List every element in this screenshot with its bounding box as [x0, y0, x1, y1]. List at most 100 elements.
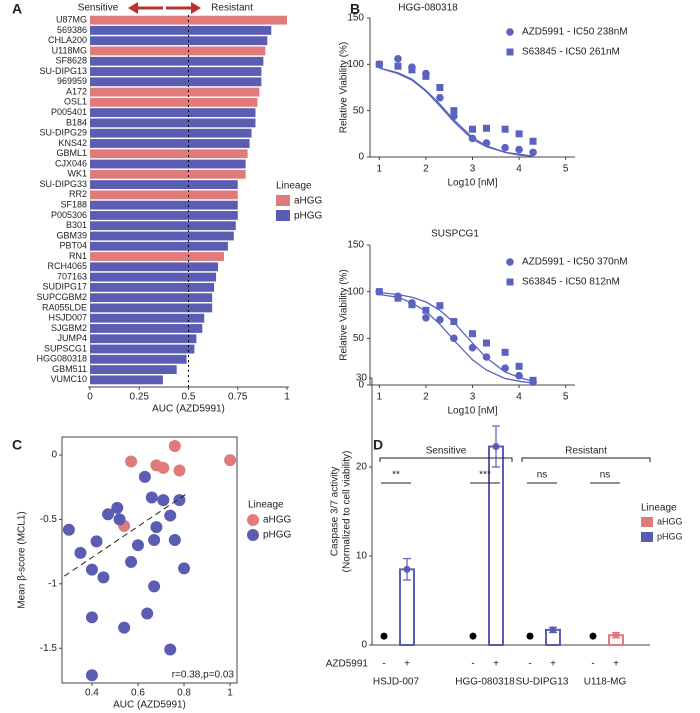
y-tick-label: 100 [347, 59, 364, 70]
y-tick-label: 50 [353, 333, 365, 344]
point [85, 611, 98, 624]
bar [90, 139, 250, 148]
bar [90, 67, 262, 76]
category-label: CJX046 [55, 158, 87, 168]
y-tick-label: 10 [356, 551, 368, 562]
legend-label: pHGG [263, 530, 292, 541]
y-tick-label: -0.5 [40, 514, 58, 525]
category-label: SUDIPG17 [42, 282, 87, 292]
category-label: OSL1 [64, 97, 87, 107]
legend-title: Lineage [248, 500, 284, 511]
treated-bar [488, 445, 504, 646]
treatment-level: + [613, 659, 619, 670]
point [168, 534, 181, 547]
group-label: HSJD-007 [373, 677, 420, 688]
significance: *** [479, 470, 491, 481]
bar [90, 56, 264, 66]
marker [469, 125, 476, 133]
y-tick-label: 0 [358, 380, 364, 391]
bar [90, 365, 177, 375]
treatment-label: AZD5991 [326, 659, 369, 670]
marker [450, 107, 458, 115]
bar [90, 221, 236, 231]
bracket [521, 457, 651, 462]
x-tick-label: 0.5 [182, 392, 196, 403]
panel-label: B [350, 1, 360, 17]
control-point [589, 632, 597, 640]
category-label: B184 [66, 117, 87, 127]
category-label: RA055LDE [42, 302, 87, 312]
marker [436, 315, 444, 324]
marker [515, 362, 523, 370]
treatment-level: - [382, 659, 385, 670]
point [113, 513, 126, 526]
treated-point [549, 626, 557, 634]
category-label: SU-DIPG33 [39, 179, 87, 189]
trendline [64, 491, 189, 577]
panel-label: A [12, 1, 22, 17]
y-tick-label: 100 [347, 286, 364, 297]
bar [90, 303, 213, 313]
category-label: PBT04 [59, 241, 87, 251]
marker [394, 62, 402, 70]
point [141, 607, 154, 620]
point [85, 669, 98, 682]
legend-label: aHGG [263, 515, 292, 526]
annotation: Resistant [211, 3, 253, 14]
control-point [380, 632, 388, 640]
bar [90, 159, 246, 169]
y-tick-label: 30 [356, 373, 368, 384]
bracket [379, 457, 513, 462]
bar [90, 200, 238, 210]
legend-marker [247, 529, 259, 541]
bar [90, 169, 246, 179]
category-label: RN1 [69, 251, 87, 261]
category-label: SF8628 [55, 56, 87, 66]
legend-marker [506, 258, 514, 266]
x-tick-label: 3 [470, 164, 476, 175]
chart-title: HGG-080318 [398, 3, 458, 14]
treated-point [492, 443, 500, 451]
category-label: VUMC10 [50, 374, 87, 384]
point [131, 539, 144, 552]
bar [90, 252, 224, 261]
marker [375, 288, 383, 296]
category-label: GBM511 [52, 364, 87, 374]
bracket-label: Sensitive [426, 446, 467, 457]
point [164, 643, 177, 656]
arrow-right-head [191, 2, 201, 14]
bar [90, 324, 203, 333]
y-tick-label: 20 [356, 462, 368, 473]
bar [90, 293, 213, 303]
legend-marker [506, 48, 514, 56]
x-tick-label: 2 [423, 164, 429, 175]
bar [90, 231, 234, 241]
x-tick-label: 0.75 [228, 392, 248, 403]
legend-label: AZD5991 - IC50 238nM [522, 27, 628, 38]
x-tick-label: 0.4 [85, 688, 99, 699]
category-label: SU-DIPG13 [39, 66, 87, 76]
category-label: P005306 [51, 210, 87, 220]
category-label: JUMP4 [57, 333, 87, 343]
bar [90, 375, 163, 385]
bar [90, 262, 219, 272]
marker [529, 137, 537, 145]
x-tick-label: 3 [470, 392, 476, 403]
x-tick-label: 4 [516, 392, 522, 403]
bar [90, 97, 258, 107]
bar [90, 190, 238, 200]
category-label: SU-DIPG29 [39, 128, 87, 138]
point [62, 523, 75, 536]
category-label: GBM39 [56, 230, 87, 240]
x-axis-label: Log10 [nM] [447, 406, 497, 417]
legend-marker [247, 514, 259, 526]
group-label: U118-MG [584, 677, 627, 688]
y-tick-label: 0 [51, 450, 57, 461]
point [97, 571, 110, 584]
bar [90, 77, 262, 87]
marker [501, 364, 509, 373]
arrow-left-head [128, 2, 138, 14]
point [118, 621, 131, 634]
point [74, 546, 87, 559]
marker [394, 294, 402, 302]
